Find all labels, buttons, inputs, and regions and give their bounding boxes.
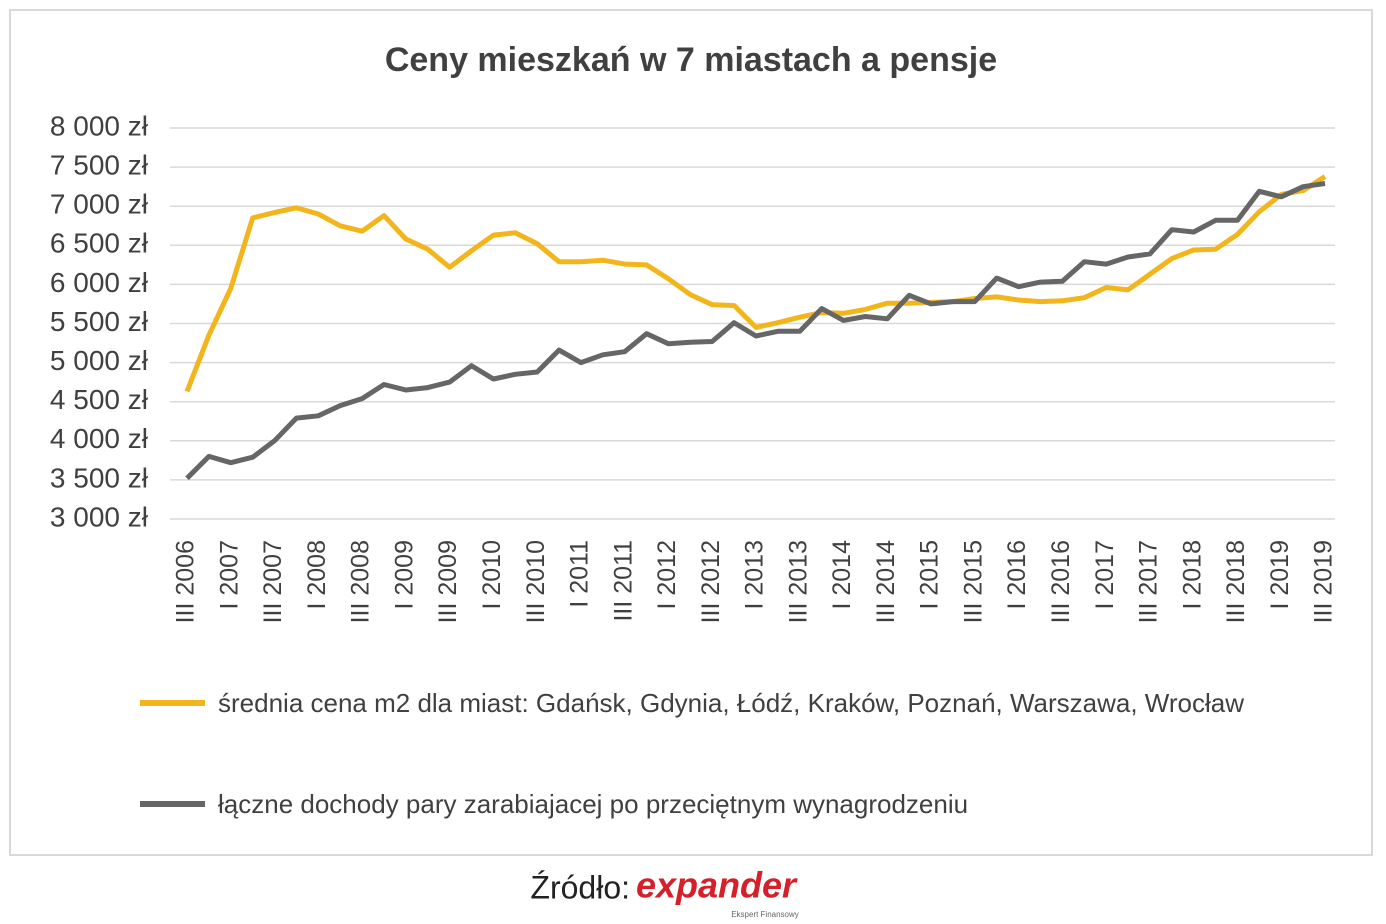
y-tick-label: 7 000 zł xyxy=(50,189,149,220)
source-tagline: Ekspert Finansowy xyxy=(731,910,799,919)
x-tick-label: I 2013 xyxy=(741,540,769,610)
x-tick-label: I 2017 xyxy=(1091,540,1119,610)
x-tick-label: I 2010 xyxy=(478,540,506,610)
x-tick-label: I 2018 xyxy=(1178,540,1206,610)
y-tick-label: 5 500 zł xyxy=(50,306,149,337)
legend-label: łączne dochody pary zarabiajacej po prze… xyxy=(218,789,969,819)
x-tick-label: III 2018 xyxy=(1222,540,1250,623)
x-tick-label: III 2009 xyxy=(434,540,462,623)
y-tick-label: 3 500 zł xyxy=(50,462,149,493)
x-tick-label: III 2014 xyxy=(872,540,900,623)
y-tick-label: 7 500 zł xyxy=(50,149,149,180)
data-line xyxy=(185,181,1326,481)
x-tick-label: III 2012 xyxy=(697,540,725,623)
x-tick-label: III 2007 xyxy=(259,540,287,623)
chart-title: Ceny mieszkań w 7 miastach a pensje xyxy=(385,41,997,79)
x-tick-label: I 2015 xyxy=(916,540,944,610)
x-tick-label: I 2009 xyxy=(390,540,418,610)
x-tick-label: III 2015 xyxy=(959,540,987,623)
x-tick-label: I 2014 xyxy=(828,540,856,610)
x-tick-label: III 2010 xyxy=(522,540,550,623)
y-tick-label: 4 500 zł xyxy=(50,384,149,415)
x-tick-label: I 2019 xyxy=(1266,540,1294,610)
chart-frame xyxy=(9,9,1373,856)
x-tick-label: I 2016 xyxy=(1003,540,1031,610)
source-label: Źródło: xyxy=(530,869,630,905)
x-tick-label: III 2016 xyxy=(1047,540,1075,623)
y-tick-label: 3 000 zł xyxy=(50,501,149,532)
y-tick-label: 4 000 zł xyxy=(50,423,149,454)
x-tick-label: III 2011 xyxy=(609,540,637,622)
x-tick-label: III 2019 xyxy=(1310,540,1338,623)
x-tick-label: III 2013 xyxy=(784,540,812,623)
source-brand: expander xyxy=(636,865,798,906)
x-tick-label: I 2007 xyxy=(215,540,243,610)
legend-label: średnia cena m2 dla miast: Gdańsk, Gdyni… xyxy=(218,688,1245,718)
y-tick-label: 6 000 zł xyxy=(50,267,149,298)
x-tick-label: I 2008 xyxy=(303,540,331,610)
y-tick-label: 5 000 zł xyxy=(50,345,149,376)
data-line xyxy=(184,174,1327,393)
x-tick-label: III 2017 xyxy=(1135,540,1163,623)
x-tick-label: III 2008 xyxy=(347,540,375,623)
y-tick-label: 8 000 zł xyxy=(50,110,149,141)
x-tick-label: III 2006 xyxy=(172,540,200,623)
x-tick-label: I 2012 xyxy=(653,540,681,610)
x-tick-label: I 2011 xyxy=(566,540,594,608)
y-tick-label: 6 500 zł xyxy=(50,228,149,259)
